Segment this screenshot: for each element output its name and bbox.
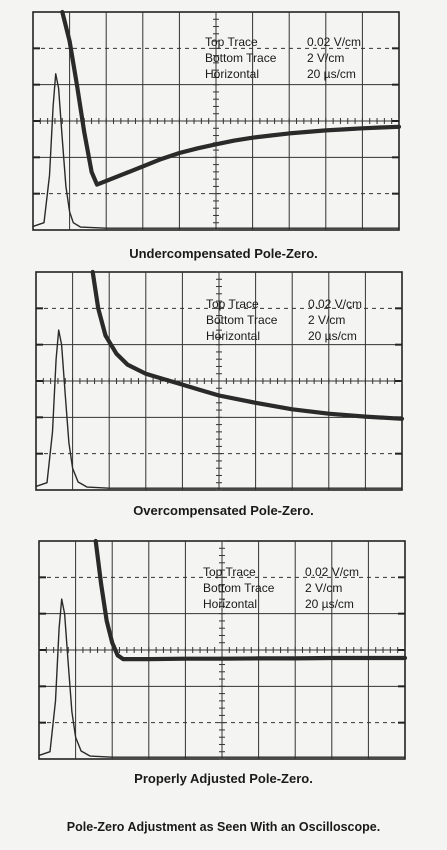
legend-label: Bottom Trace bbox=[205, 51, 277, 65]
legend-value: 0.02 V/cm bbox=[307, 35, 362, 49]
legend-label: Bottom Trace bbox=[203, 581, 275, 595]
legend-label: Bottom Trace bbox=[206, 313, 278, 327]
trace-legend: Top Trace 0.02 V/cm Bottom Trace 2 V/cm Ho… bbox=[203, 564, 359, 612]
caption-undercompensated: Undercompensated Pole-Zero. bbox=[129, 246, 318, 261]
top-trace-line bbox=[90, 269, 405, 421]
legend-row-top-trace: Top Trace 0.02 V/cm bbox=[203, 564, 359, 580]
legend-row-top-trace: Top Trace 0.02 V/cm bbox=[205, 34, 361, 50]
legend-value: 20 µs/cm bbox=[307, 67, 356, 81]
legend-row-horizontal: Horizontal 20 µs/cm bbox=[205, 66, 361, 82]
legend-label: Top Trace bbox=[206, 297, 259, 311]
legend-row-bottom-trace: Bottom Trace 2 V/cm bbox=[203, 580, 359, 596]
oscilloscope-graticule bbox=[35, 269, 405, 491]
trace-legend: Top Trace 0.02 V/cm Bottom Trace 2 V/cm Ho… bbox=[206, 296, 362, 344]
bottom-trace-line bbox=[38, 598, 406, 758]
legend-value: 20 µs/cm bbox=[305, 597, 354, 611]
bottom-trace-line bbox=[32, 73, 400, 229]
oscilloscope-panel-properly-adjusted: Top Trace 0.02 V/cm Bottom Trace 2 V/cm Ho… bbox=[38, 538, 408, 760]
oscilloscope-panel-overcompensated: Top Trace 0.02 V/cm Bottom Trace 2 V/cm Ho… bbox=[35, 269, 405, 491]
legend-value: 0.02 V/cm bbox=[305, 565, 360, 579]
oscilloscope-graticule bbox=[38, 538, 408, 760]
legend-label: Top Trace bbox=[203, 565, 256, 579]
legend-value: 0.02 V/cm bbox=[308, 297, 363, 311]
legend-row-bottom-trace: Bottom Trace 2 V/cm bbox=[206, 312, 362, 328]
legend-label: Top Trace bbox=[205, 35, 258, 49]
legend-row-top-trace: Top Trace 0.02 V/cm bbox=[206, 296, 362, 312]
legend-label: Horizontal bbox=[205, 67, 260, 81]
legend-value: 2 V/cm bbox=[308, 313, 346, 327]
figure-footer: Pole-Zero Adjustment as Seen With an Osc… bbox=[66, 820, 381, 834]
legend-row-bottom-trace: Bottom Trace 2 V/cm bbox=[205, 50, 361, 66]
oscilloscope-panel-undercompensated: Top Trace 0.02 V/cm Bottom Trace 2 V/cm Ho… bbox=[32, 9, 402, 231]
bottom-trace-line bbox=[35, 329, 403, 489]
legend-row-horizontal: Horizontal 20 µs/cm bbox=[206, 328, 362, 344]
legend-value: 2 V/cm bbox=[305, 581, 343, 595]
legend-value: 20 µs/cm bbox=[308, 329, 357, 343]
legend-value: 2 V/cm bbox=[307, 51, 345, 65]
trace-legend: Top Trace 0.02 V/cm Bottom Trace 2 V/cm Ho… bbox=[205, 34, 361, 82]
caption-overcompensated: Overcompensated Pole-Zero. bbox=[133, 503, 314, 518]
top-trace-line bbox=[60, 9, 402, 187]
legend-label: Horizontal bbox=[203, 597, 258, 611]
top-trace-line bbox=[93, 538, 408, 662]
legend-row-horizontal: Horizontal 20 µs/cm bbox=[203, 596, 359, 612]
legend-label: Horizontal bbox=[206, 329, 261, 343]
oscilloscope-graticule bbox=[32, 9, 402, 231]
caption-properly-adjusted: Properly Adjusted Pole-Zero. bbox=[134, 771, 313, 786]
